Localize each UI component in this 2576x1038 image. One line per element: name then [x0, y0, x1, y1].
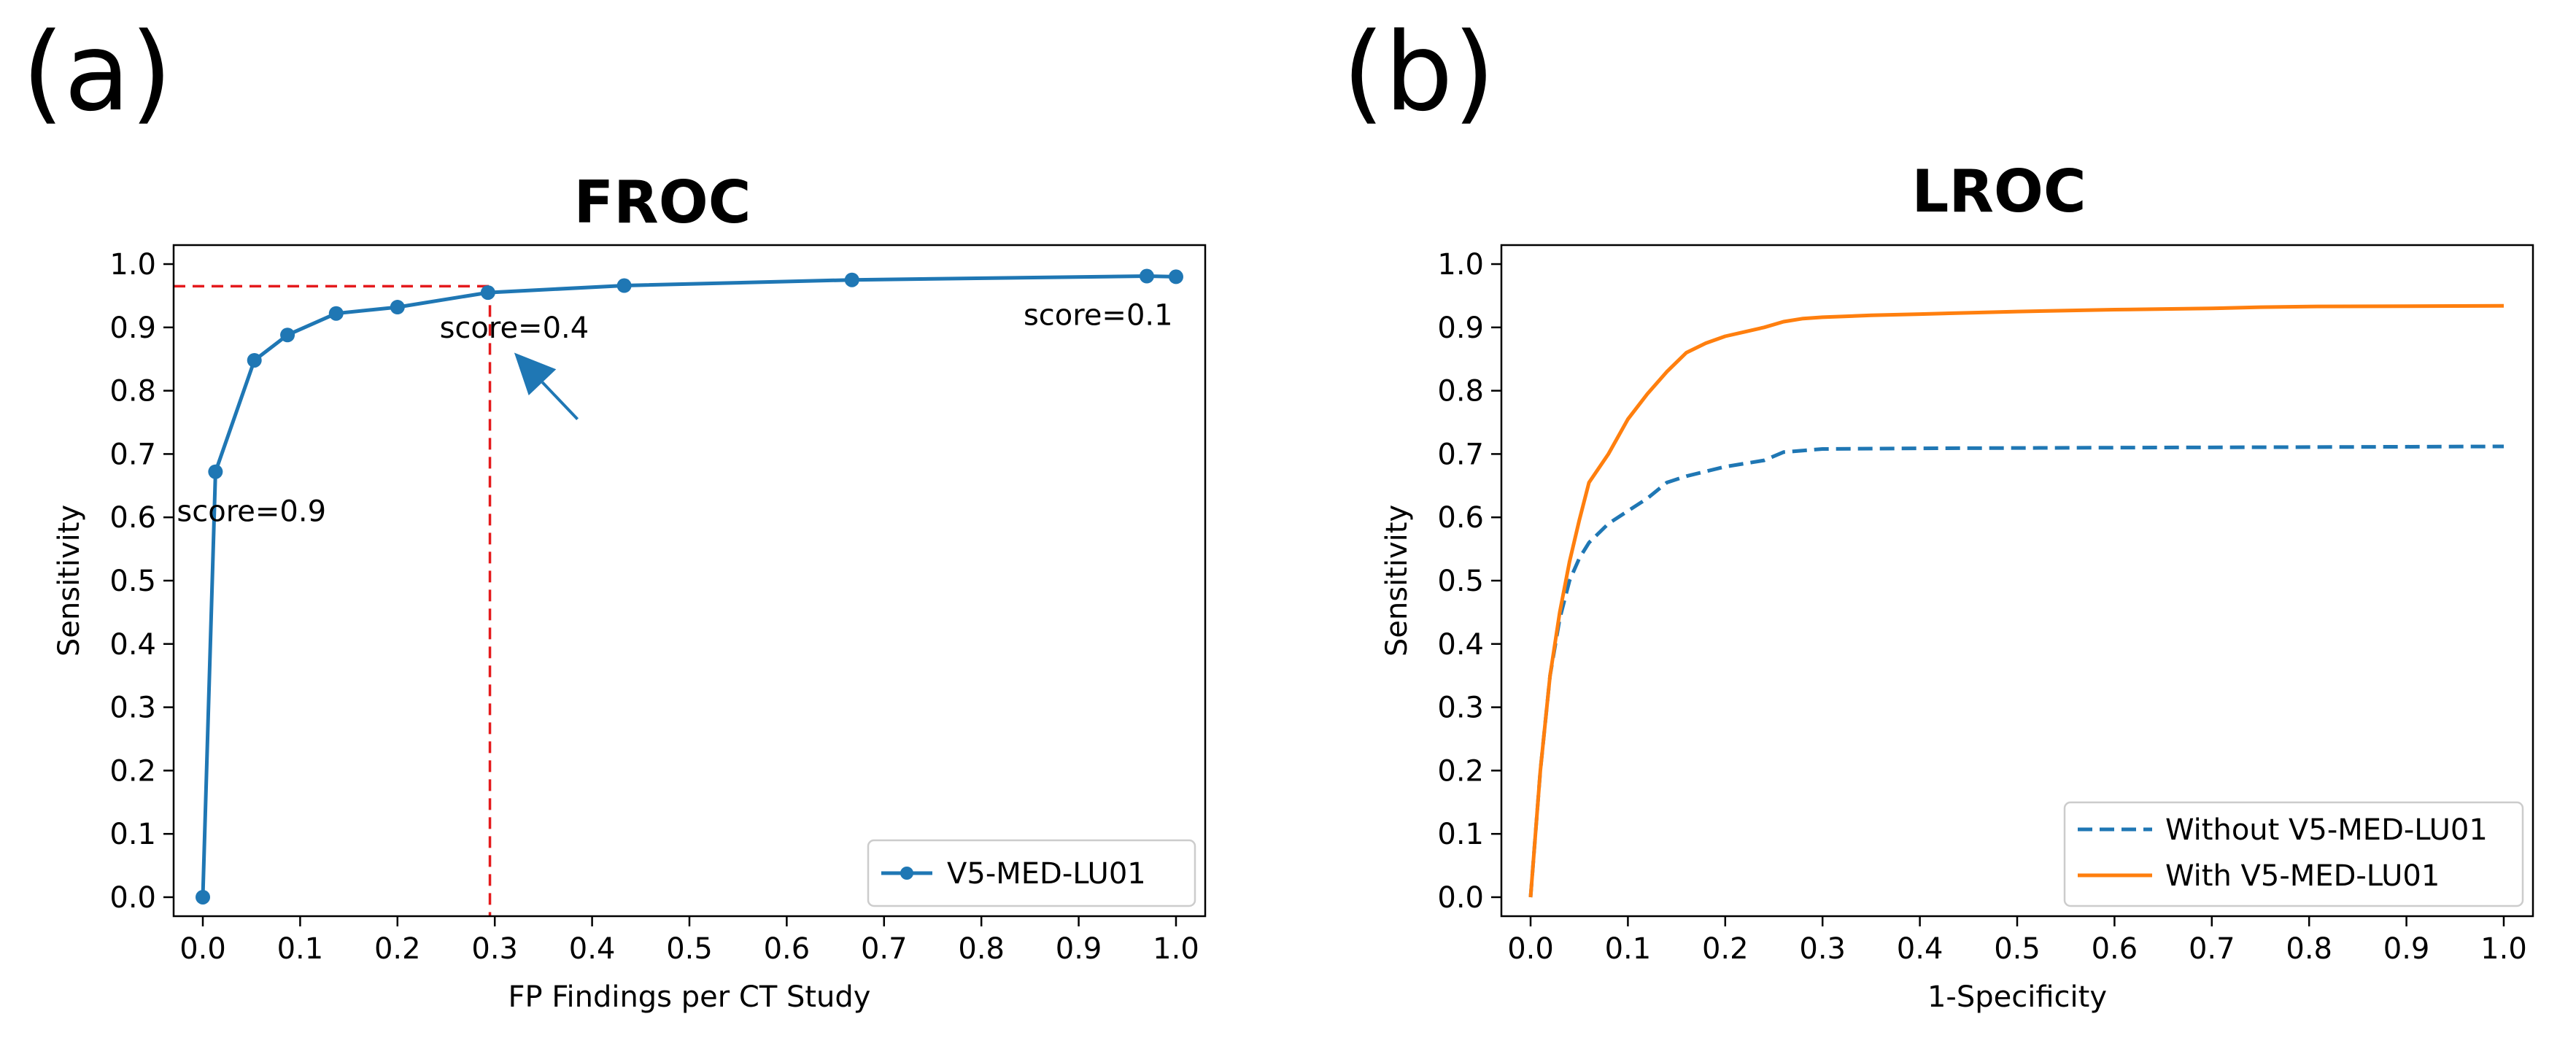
- x-tick-label: 0.5: [1994, 932, 2041, 966]
- reference-lines: [174, 284, 492, 916]
- annotation-label: score=0.4: [440, 311, 589, 345]
- y-tick-label: 0.0: [1437, 881, 1484, 915]
- x-tick-label: 0.7: [2189, 932, 2235, 966]
- y-tick-label: 0.1: [1437, 818, 1484, 851]
- x-tick-label: 0.0: [179, 932, 226, 966]
- x-tick-label: 0.6: [2092, 932, 2138, 966]
- x-tick-label: 0.8: [2286, 932, 2332, 966]
- plot-frame: [172, 244, 1207, 918]
- arrow-head: [514, 352, 557, 395]
- y-tick-label: 1.0: [109, 248, 156, 282]
- y-tick-label: 0.4: [109, 628, 156, 662]
- y-tick-label: 0.9: [1437, 311, 1484, 345]
- data-point: [196, 889, 211, 905]
- panel-label-b: (b): [1342, 9, 1495, 135]
- legend-label-without: Without V5-MED-LU01: [2165, 813, 2488, 847]
- data-point: [328, 306, 344, 321]
- legend-label-with: With V5-MED-LU01: [2165, 859, 2440, 893]
- y-tick-label: 0.8: [109, 375, 156, 408]
- y-tick-label: 0.9: [109, 311, 156, 345]
- x-axis-label: FP Findings per CT Study: [508, 980, 871, 1014]
- x-tick-label: 1.0: [1153, 932, 1199, 966]
- data-point: [480, 285, 495, 301]
- y-tick-label: 1.0: [1437, 248, 1484, 282]
- annotation-label: score=0.1: [1024, 298, 1173, 332]
- x-tick-label: 0.6: [764, 932, 811, 966]
- series-layer: [196, 268, 1183, 905]
- y-tick-label: 0.3: [109, 692, 156, 725]
- y-tick-label: 0.5: [1437, 565, 1484, 598]
- y-axis-ticks: 0.0 0.1 0.2 0.3 0.4 0.5 0.6 0.7 0.8 0.9 1.0: [109, 248, 174, 915]
- data-point: [844, 272, 859, 287]
- data-point: [1168, 269, 1183, 284]
- x-tick-label: 1.0: [2480, 932, 2527, 966]
- x-axis-label: 1-Specificity: [1927, 980, 2107, 1014]
- data-point: [390, 300, 405, 315]
- y-tick-label: 0.7: [1437, 438, 1484, 471]
- y-axis-label: Sensitivity: [1380, 505, 1414, 657]
- y-axis-ticks: 0.0 0.1 0.2 0.3 0.4 0.5 0.6 0.7 0.8 0.9 1.0: [1437, 248, 1501, 915]
- x-tick-label: 0.9: [2383, 932, 2430, 966]
- x-tick-label: 0.9: [1056, 932, 1102, 966]
- panel-label-a: (a): [22, 9, 172, 135]
- y-tick-label: 0.3: [1437, 692, 1484, 725]
- x-tick-label: 0.1: [277, 932, 324, 966]
- data-point: [616, 278, 632, 293]
- legend: Without V5-MED-LU01 With V5-MED-LU01: [2063, 801, 2524, 907]
- x-axis-ticks: 0.0 0.1 0.2 0.3 0.4 0.5 0.6 0.7 0.8 0.9 1.0: [179, 916, 1199, 966]
- lroc-chart: LROC 0.0 0.1 0.2 0.3 0.4 0.5 0.6 0.7 0.8 0.9 1.0 0…: [1380, 158, 2534, 1014]
- chart-title: FROC: [574, 169, 751, 236]
- y-tick-label: 0.6: [1437, 501, 1484, 535]
- x-tick-label: 0.4: [569, 932, 616, 966]
- y-tick-label: 0.4: [1437, 628, 1484, 662]
- x-tick-label: 0.8: [958, 932, 1005, 966]
- y-tick-label: 0.8: [1437, 375, 1484, 408]
- series-layer: [1528, 303, 2505, 898]
- y-tick-label: 0.5: [109, 565, 156, 598]
- x-tick-label: 0.4: [1897, 932, 1943, 966]
- legend-box: [2063, 801, 2524, 907]
- x-tick-label: 0.2: [1702, 932, 1749, 966]
- annotation-label: score=0.9: [177, 495, 326, 529]
- legend: V5-MED-LU01: [867, 839, 1196, 907]
- legend-box: [867, 839, 1196, 907]
- data-point: [247, 352, 262, 368]
- y-tick-label: 0.7: [109, 438, 156, 471]
- x-tick-label: 0.2: [374, 932, 421, 966]
- data-point: [280, 328, 295, 343]
- legend-marker: [900, 867, 913, 880]
- y-tick-label: 0.0: [109, 881, 156, 915]
- x-tick-label: 0.1: [1605, 932, 1652, 966]
- legend-label-v5-med-lu01: V5-MED-LU01: [947, 857, 1146, 891]
- y-axis-label: Sensitivity: [53, 505, 86, 657]
- x-tick-label: 0.7: [861, 932, 908, 966]
- y-tick-label: 0.2: [109, 754, 156, 788]
- x-tick-label: 0.0: [1507, 932, 1554, 966]
- x-tick-label: 0.5: [666, 932, 713, 966]
- y-tick-label: 0.1: [109, 818, 156, 851]
- arrow-shaft: [541, 381, 579, 421]
- x-tick-label: 0.3: [471, 932, 518, 966]
- y-tick-label: 0.2: [1437, 754, 1484, 788]
- annotation-layer: score=0.9 score=0.4 score=0.1: [177, 298, 1172, 528]
- series-line-with-v5-med-lu01: [1528, 303, 2505, 898]
- series-line-v5-med-lu01: [201, 274, 1177, 898]
- chart-title: LROC: [1911, 158, 2086, 225]
- x-tick-label: 0.3: [1799, 932, 1846, 966]
- data-point: [1139, 268, 1154, 284]
- x-axis-ticks: 0.0 0.1 0.2 0.3 0.4 0.5 0.6 0.7 0.8 0.9 1.0: [1507, 916, 2527, 966]
- y-tick-label: 0.6: [109, 501, 156, 535]
- data-point: [208, 464, 223, 479]
